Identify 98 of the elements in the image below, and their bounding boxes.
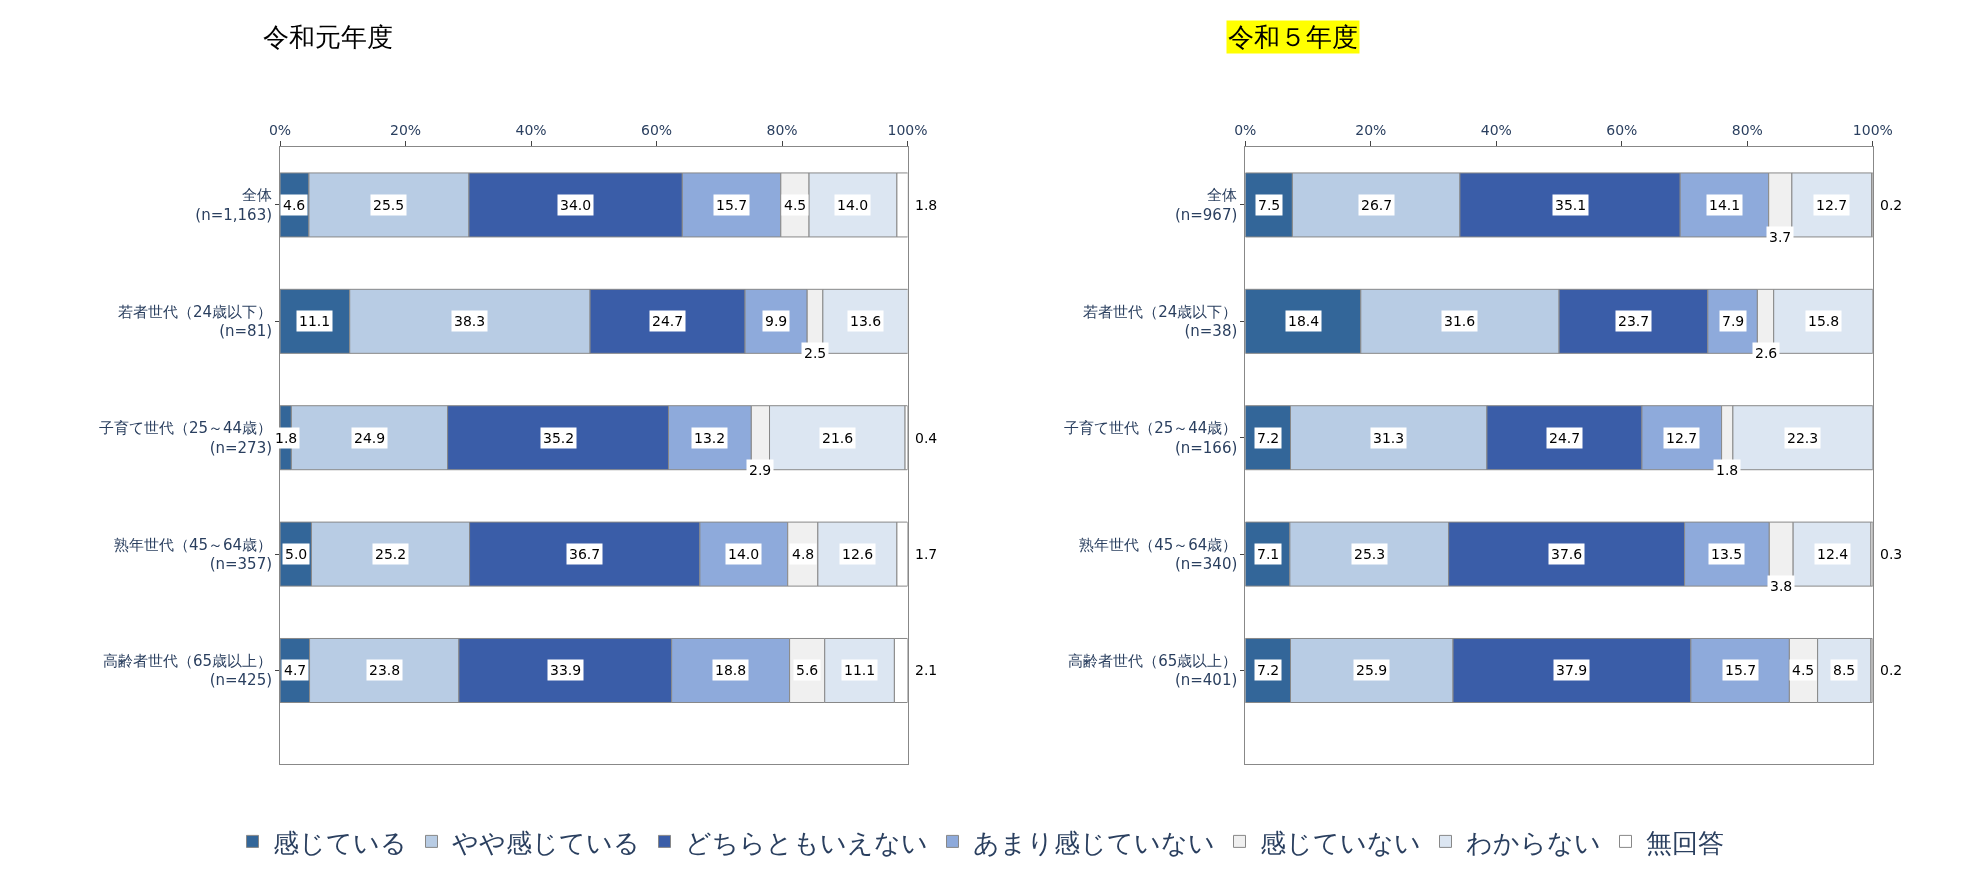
y-tick-label: 子育て世代（25～44歳） (n=273): [98, 419, 273, 457]
data-label: 25.5: [373, 197, 405, 213]
y-tick-label: 熟年世代（45～64歳） (n=340): [1079, 535, 1238, 574]
data-label: 2.1: [915, 662, 938, 678]
data-label: 3.7: [1769, 229, 1792, 245]
x-tick-label: 20%: [390, 122, 422, 139]
data-label: 9.9: [765, 313, 788, 329]
data-label: 11.1: [844, 662, 876, 678]
data-label: 1.8: [1716, 462, 1739, 478]
data-label: 4.5: [784, 197, 807, 213]
y-tick-label: 高齢者世代（65歳以上） (n=401): [1068, 651, 1238, 690]
x-tick-label: 60%: [1606, 122, 1638, 139]
data-label: 33.9: [550, 662, 582, 678]
data-label: 2.9: [749, 462, 772, 478]
legend-label: あまり感じていない: [972, 827, 1215, 858]
data-label: 18.8: [715, 662, 747, 678]
x-tick-label: 60%: [641, 122, 673, 139]
x-tick-label: 100%: [887, 122, 928, 139]
data-label: 2.5: [804, 345, 827, 361]
y-tick-label: 若者世代（24歳以下） (n=81): [117, 302, 273, 341]
data-label: 4.7: [284, 662, 307, 678]
x-tick-label: 20%: [1355, 122, 1387, 139]
data-label: 24.9: [354, 430, 386, 446]
y-tick-label: 熟年世代（45～64歳） (n=357): [113, 535, 273, 574]
legend-label: どちらともいえない: [684, 827, 928, 858]
data-label: 24.7: [652, 313, 684, 329]
data-label: 15.7: [1725, 662, 1757, 678]
legend-label: やや感じている: [451, 827, 640, 858]
data-label: 7.9: [1722, 313, 1745, 329]
data-label: 31.3: [1373, 430, 1405, 446]
data-label: 7.2: [1257, 662, 1280, 678]
data-label: 0.2: [1880, 662, 1903, 678]
y-tick-label: 高齢者世代（65歳以上） (n=425): [102, 651, 273, 690]
data-label: 36.7: [569, 546, 601, 562]
y-tick-label: 全体 (n=967): [1174, 186, 1238, 224]
chart-title: 令和５年度: [1228, 22, 1358, 52]
data-label: 24.7: [1549, 430, 1581, 446]
data-label: 7.2: [1257, 430, 1280, 446]
x-tick-label: 40%: [515, 122, 547, 139]
data-label: 38.3: [454, 313, 486, 329]
data-label: 13.2: [694, 430, 726, 446]
data-label: 22.3: [1787, 430, 1819, 446]
data-label: 13.5: [1711, 546, 1743, 562]
x-tick-label: 100%: [1852, 122, 1893, 139]
data-label: 23.8: [369, 662, 401, 678]
data-label: 23.7: [1618, 313, 1650, 329]
data-label: 26.7: [1361, 197, 1393, 213]
data-label: 14.1: [1709, 197, 1741, 213]
legend-label: 感じている: [272, 827, 407, 858]
x-tick-label: 40%: [1480, 122, 1512, 139]
y-tick-label: 全体 (n=1,163): [195, 186, 273, 224]
x-tick-label: 80%: [766, 122, 798, 139]
data-label: 25.2: [375, 546, 407, 562]
data-label: 18.4: [1288, 313, 1320, 329]
x-tick-label: 80%: [1731, 122, 1763, 139]
data-label: 34.0: [560, 197, 592, 213]
data-label: 12.7: [1666, 430, 1698, 446]
data-label: 5.6: [796, 662, 819, 678]
data-label: 15.8: [1808, 313, 1840, 329]
data-label: 4.8: [792, 546, 815, 562]
data-label: 7.5: [1258, 197, 1281, 213]
data-label: 31.6: [1444, 313, 1476, 329]
data-label: 37.9: [1556, 662, 1588, 678]
data-label: 12.4: [1817, 546, 1849, 562]
data-label: 2.6: [1755, 345, 1778, 361]
data-label: 8.5: [1833, 662, 1856, 678]
y-tick-label: 若者世代（24歳以下） (n=38): [1083, 302, 1238, 341]
data-label: 0.3: [1880, 546, 1903, 562]
data-label: 35.2: [543, 430, 575, 446]
legend-label: 無回答: [1645, 827, 1724, 858]
legend-label: 感じていない: [1259, 827, 1421, 858]
y-tick-label: 子育て世代（25～44歳） (n=166): [1064, 419, 1238, 457]
data-label: 25.3: [1354, 546, 1386, 562]
data-label: 37.6: [1551, 546, 1583, 562]
data-label: 0.2: [1880, 197, 1903, 213]
data-label: 12.6: [842, 546, 874, 562]
data-label: 13.6: [850, 313, 882, 329]
data-label: 4.6: [283, 197, 306, 213]
data-label: 15.7: [716, 197, 748, 213]
data-label: 5.0: [285, 546, 308, 562]
data-label: 11.1: [299, 313, 331, 329]
data-label: 12.7: [1816, 197, 1848, 213]
data-label: 7.1: [1257, 546, 1280, 562]
data-label: 1.8: [275, 430, 298, 446]
legend-label: わからない: [1465, 827, 1601, 858]
data-label: 14.0: [837, 197, 869, 213]
data-label: 1.7: [915, 546, 938, 562]
x-tick-label: 0%: [1234, 122, 1257, 139]
x-tick-label: 0%: [268, 122, 292, 139]
data-label: 1.8: [915, 197, 938, 213]
data-label: 21.6: [822, 430, 854, 446]
data-label: 35.1: [1555, 197, 1587, 213]
data-label: 14.0: [728, 546, 760, 562]
data-label: 3.8: [1770, 578, 1793, 594]
data-label: 0.4: [915, 430, 938, 446]
chart-title: 令和元年度: [263, 22, 393, 52]
data-label: 4.5: [1792, 662, 1815, 678]
data-label: 25.9: [1356, 662, 1388, 678]
